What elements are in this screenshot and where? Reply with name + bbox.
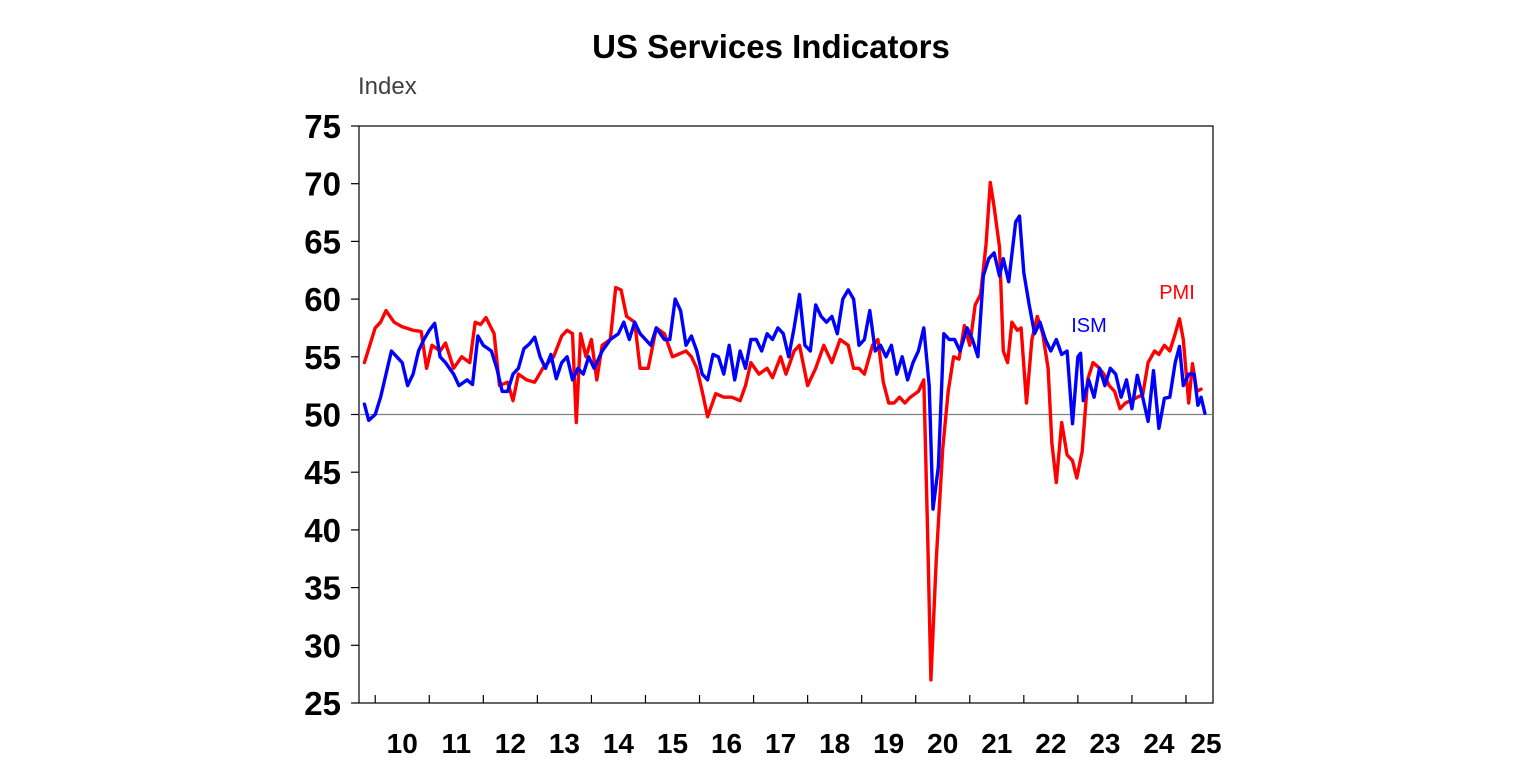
y-tick-label: 40 <box>304 512 341 549</box>
x-tick-label: 18 <box>819 728 850 759</box>
x-tick-label: 19 <box>873 728 904 759</box>
chart-title: US Services Indicators <box>592 28 950 65</box>
y-tick-label: 55 <box>304 339 341 376</box>
x-tick-label: 22 <box>1035 728 1066 759</box>
y-tick-label: 45 <box>304 454 341 491</box>
y-tick-label: 70 <box>304 166 341 203</box>
series-label-ism: ISM <box>1071 315 1107 337</box>
x-tick-label: 15 <box>657 728 688 759</box>
x-tick-label: 12 <box>495 728 526 759</box>
x-tick-label: 20 <box>927 728 958 759</box>
y-tick-label: 25 <box>304 685 341 722</box>
y-tick-label: 50 <box>304 397 341 434</box>
series-line-pmi <box>362 180 1203 682</box>
plot-area: 25 30 35 40 45 50 55 60 65 70 75 10 11 12 13 14 15 16 17 18… <box>304 108 1221 759</box>
y-axis-unit: Index <box>358 73 417 100</box>
y-tick-label: 35 <box>304 570 341 607</box>
x-tick-label: 14 <box>603 728 635 759</box>
y-tick-label: 30 <box>304 627 341 664</box>
x-tick-label: 21 <box>981 728 1012 759</box>
x-tick-label: 16 <box>711 728 742 759</box>
x-tick-label: 11 <box>441 728 471 759</box>
x-tick-label: 17 <box>765 728 796 759</box>
y-tick-label: 65 <box>304 223 341 260</box>
series-label-pmi: PMI <box>1159 282 1195 304</box>
x-tick-label: 10 <box>387 728 418 759</box>
x-tick-label: 25 <box>1190 728 1221 759</box>
y-tick-label: 60 <box>304 281 341 318</box>
x-tick-label: 24 <box>1143 728 1175 759</box>
x-tick-label: 23 <box>1089 728 1120 759</box>
x-tick-label: 13 <box>549 728 580 759</box>
series-line-ism <box>362 214 1207 511</box>
y-tick-label: 75 <box>304 108 341 145</box>
